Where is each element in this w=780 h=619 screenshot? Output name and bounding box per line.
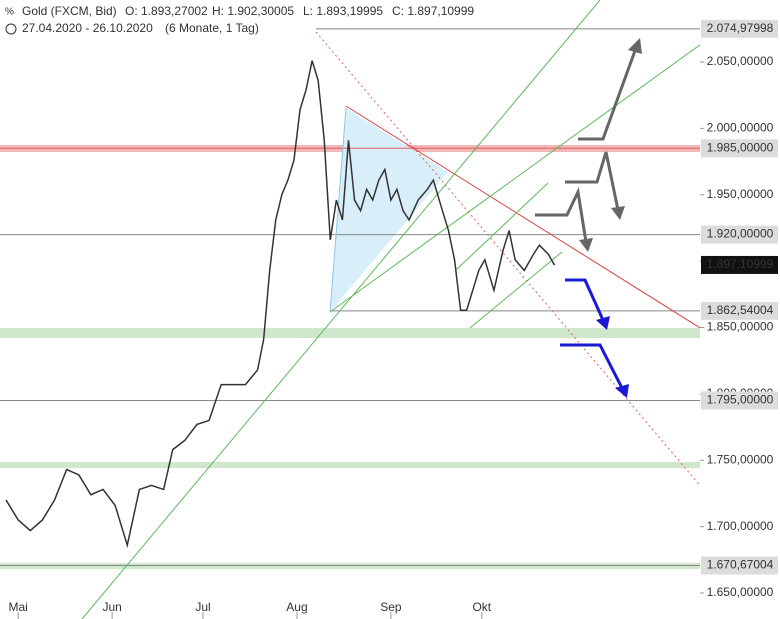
support-band — [0, 328, 780, 338]
level-label: 1.670,67004 — [707, 558, 774, 572]
x-tick-label: Mai — [9, 600, 28, 614]
icon: % — [5, 7, 14, 18]
triangle-area — [330, 108, 448, 312]
trendline — [329, 0, 763, 313]
level-label: 2.074,97998 — [707, 21, 774, 35]
level-label-bg — [701, 19, 778, 38]
arrowhead — [596, 316, 610, 330]
level-label: 1.920,00000 — [707, 227, 774, 241]
high: H: 1.902,30005 — [212, 4, 294, 18]
arrowhead — [611, 206, 625, 220]
level-label-bg — [701, 391, 778, 410]
y-tick-label: 1.750,00000 — [707, 452, 774, 466]
level-label: 1.862,54004 — [707, 303, 774, 317]
x-tick-label: Jul — [195, 600, 210, 614]
symbol: Gold (FXCM, Bid) — [22, 4, 117, 18]
date-range: 27.04.2020 - 26.10.2020 — [22, 21, 153, 35]
y-tick-label: 1.650,00000 — [707, 585, 774, 599]
y-tick-label: 1.700,00000 — [707, 519, 774, 533]
arrowhead — [615, 384, 629, 398]
trendlines — [81, 0, 780, 619]
x-tick-label: Aug — [286, 600, 307, 614]
y-tick-label: 2.050,00000 — [707, 54, 774, 68]
x-tick-label: Jun — [102, 600, 121, 614]
level-label-bg — [701, 301, 778, 320]
arrow — [578, 47, 638, 141]
x-tick-label: Okt — [472, 600, 491, 614]
trendline — [455, 182, 549, 271]
trendline — [329, 107, 347, 313]
level-label-bg — [701, 225, 778, 244]
y-tick-label: 2.000,00000 — [707, 121, 774, 135]
x-tick-label: Sep — [380, 600, 402, 614]
support-band — [0, 462, 780, 468]
arrow — [565, 278, 605, 321]
level-label: 1.795,00000 — [707, 393, 774, 407]
close: C: 1.897,10999 — [392, 4, 474, 18]
arrow — [535, 187, 588, 243]
trendline — [81, 0, 601, 619]
current-price-bg — [701, 255, 778, 274]
price-line — [5, 60, 556, 549]
arrowhead — [579, 238, 593, 252]
price — [5, 60, 556, 549]
arrow — [565, 151, 620, 211]
y-tick-label: 1.950,00000 — [707, 187, 774, 201]
arrowhead — [628, 38, 642, 54]
level-label: 1.985,00000 — [707, 140, 774, 154]
open: O: 1.893,27002 — [125, 4, 208, 18]
level-label-bg — [701, 139, 778, 158]
header: % Gold (FXCM, Bid) O: 1.893,27002 H: 1.9… — [5, 4, 474, 35]
low: L: 1.893,19995 — [303, 4, 383, 18]
level-label-bg — [701, 556, 778, 575]
axes: 2.050,000002.000,000001.950,000001.900,0… — [9, 0, 780, 619]
y-tick-label: 1.850,00000 — [707, 320, 774, 334]
current-price-label: 1.897,10999 — [707, 257, 774, 271]
arrow — [560, 343, 624, 389]
arrows — [535, 38, 642, 398]
trendline — [469, 251, 563, 329]
clock-icon — [5, 23, 17, 35]
period: (6 Monate, 1 Tag) — [165, 21, 259, 35]
